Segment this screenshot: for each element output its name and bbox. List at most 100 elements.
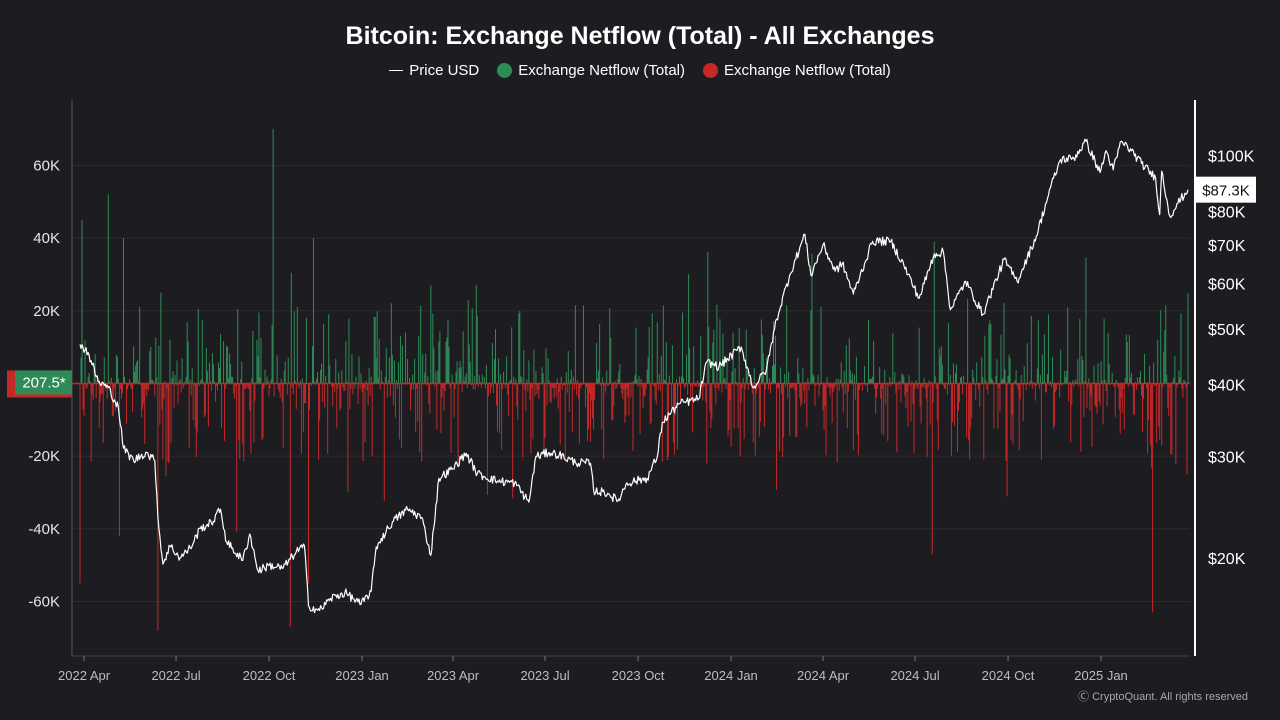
netflow-bar [673, 383, 675, 455]
netflow-bar [379, 383, 381, 390]
netflow-bar [1096, 383, 1098, 414]
netflow-bar [276, 355, 278, 384]
netflow-bar [159, 383, 161, 426]
netflow-bar [314, 381, 316, 384]
netflow-bar [924, 383, 926, 389]
netflow-bar [1079, 318, 1081, 384]
netflow-bar [759, 383, 761, 423]
netflow-bar [486, 383, 488, 495]
netflow-bar [439, 331, 441, 384]
netflow-bar [446, 337, 448, 384]
netflow-bar [747, 383, 749, 391]
netflow-bar [817, 374, 819, 384]
right-tick-label: $60K [1208, 276, 1246, 293]
netflow-bar [920, 383, 922, 424]
netflow-bar [1070, 383, 1072, 443]
netflow-bar [761, 335, 763, 384]
netflow-bar [489, 383, 491, 394]
legend-item-inflow[interactable]: Exchange Netflow (Total) [497, 62, 685, 79]
netflow-bar [950, 383, 952, 456]
netflow-bar [753, 368, 755, 384]
netflow-bar [1032, 381, 1034, 384]
netflow-bar [271, 325, 273, 384]
netflow-bar [419, 383, 421, 453]
netflow-bar [507, 383, 509, 395]
netflow-bar [861, 383, 863, 391]
netflow-bar [390, 303, 392, 384]
netflow-bar [1178, 370, 1180, 384]
netflow-bar [1183, 380, 1185, 384]
netflow-bar [349, 383, 351, 410]
legend-item-price[interactable]: Price USD [389, 62, 479, 79]
netflow-bar [1030, 315, 1032, 384]
netflow-bar [901, 373, 903, 384]
netflow-bar [1091, 383, 1093, 448]
netflow-bar [612, 383, 614, 421]
netflow-bar [670, 383, 672, 407]
netflow-bar [115, 354, 117, 384]
netflow-bar [605, 383, 607, 393]
netflow-bar [827, 383, 829, 388]
netflow-bar [141, 383, 143, 418]
netflow-bar [839, 379, 841, 384]
netflow-bar [572, 376, 574, 384]
netflow-bar [521, 377, 523, 384]
netflow-bar [722, 333, 724, 384]
netflow-bar [1187, 293, 1189, 384]
netflow-bar [579, 383, 581, 389]
netflow-bar [940, 346, 942, 384]
netflow-bar [225, 383, 227, 389]
netflow-bar [240, 378, 242, 384]
netflow-bar [988, 324, 990, 384]
netflow-bar [672, 383, 674, 443]
netflow-bar [1134, 381, 1136, 384]
netflow-bar [776, 383, 778, 490]
netflow-bar [731, 371, 733, 384]
netflow-bar [206, 371, 208, 384]
netflow-bar [549, 383, 551, 402]
netflow-bar [1054, 383, 1056, 426]
x-tick-label: 2024 Jan [704, 668, 758, 683]
netflow-bar [235, 383, 237, 387]
netflow-bar [447, 319, 449, 384]
netflow-bar [918, 327, 920, 384]
netflow-bar [280, 378, 282, 384]
netflow-bar [792, 383, 794, 389]
netflow-bar [852, 383, 854, 451]
netflow-bar [1021, 383, 1023, 386]
netflow-bar [475, 284, 477, 384]
netflow-bar [681, 376, 683, 384]
netflow-bar [410, 383, 412, 411]
netflow-bar [377, 378, 379, 384]
netflow-bar [1066, 370, 1068, 384]
netflow-bar [938, 348, 940, 384]
netflow-bar [813, 376, 815, 384]
netflow-bar [1072, 380, 1074, 384]
netflow-bar [610, 337, 612, 384]
netflow-bar [317, 372, 319, 384]
netflow-bar [698, 383, 700, 388]
netflow-bar [769, 383, 771, 394]
netflow-bar [687, 383, 689, 395]
netflow-bar [378, 339, 380, 384]
green-dot-icon [497, 63, 513, 78]
netflow-bar [764, 383, 766, 390]
netflow-bar [1083, 383, 1085, 417]
netflow-bar [1026, 343, 1028, 384]
netflow-bar [1116, 383, 1118, 386]
netflow-bar [476, 315, 478, 384]
netflow-bar [212, 364, 214, 384]
netflow-bar [983, 383, 985, 460]
netflow-bar [1047, 314, 1049, 384]
netflow-bar [667, 383, 669, 458]
netflow-bar [380, 370, 382, 384]
legend-item-outflow[interactable]: Exchange Netflow (Total) [703, 62, 891, 79]
netflow-bar [520, 376, 522, 384]
netflow-bar [637, 383, 639, 387]
netflow-bar [401, 345, 403, 384]
netflow-bar [417, 383, 419, 423]
netflow-bar [462, 331, 464, 384]
netflow-bar [599, 323, 601, 384]
netflow-bar [727, 383, 729, 437]
netflow-bar [250, 383, 252, 454]
